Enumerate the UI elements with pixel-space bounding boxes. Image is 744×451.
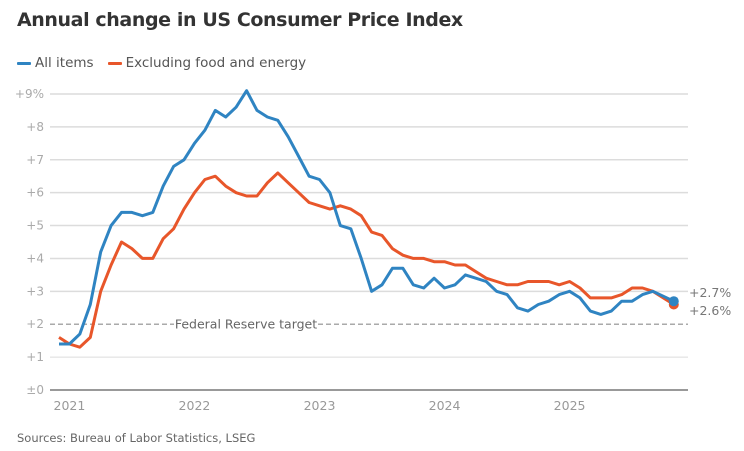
x-tick-label: 2022 bbox=[179, 398, 211, 413]
legend-label: Excluding food and energy bbox=[125, 55, 307, 71]
legend-swatch-all-items bbox=[17, 61, 31, 65]
y-tick-label: +9% bbox=[15, 87, 44, 101]
x-tick-label: 2021 bbox=[54, 398, 86, 413]
legend-item-all-items: All items bbox=[17, 55, 94, 71]
end-label-core: +2.6% bbox=[689, 303, 731, 318]
end-label-all-items: +2.7% bbox=[689, 285, 731, 300]
legend: All items Excluding food and energy bbox=[17, 55, 314, 71]
reference-line-label: Federal Reserve target bbox=[175, 317, 317, 332]
y-tick-label: +6 bbox=[26, 186, 44, 200]
y-tick-label: ±0 bbox=[26, 383, 44, 397]
legend-item-core: Excluding food and energy bbox=[107, 55, 307, 71]
x-tick-label: 2023 bbox=[304, 398, 336, 413]
series-line-core bbox=[58, 171, 675, 349]
x-tick-label: 2025 bbox=[554, 398, 586, 413]
y-tick-label: +2 bbox=[26, 317, 44, 331]
y-tick-label: +7 bbox=[26, 153, 44, 167]
x-tick-label: 2024 bbox=[429, 398, 461, 413]
y-tick-label: +8 bbox=[26, 120, 44, 134]
series-line-all-items bbox=[59, 89, 675, 346]
end-point-all-items bbox=[668, 296, 679, 307]
y-tick-label: +4 bbox=[26, 251, 44, 265]
y-tick-label: +3 bbox=[26, 284, 44, 298]
chart-title: Annual change in US Consumer Price Index bbox=[17, 9, 463, 31]
y-tick-label: +1 bbox=[26, 350, 44, 364]
source-note: Sources: Bureau of Labor Statistics, LSE… bbox=[17, 431, 256, 445]
legend-label: All items bbox=[35, 55, 94, 71]
legend-swatch-core bbox=[107, 61, 122, 65]
y-tick-label: +5 bbox=[26, 219, 44, 233]
